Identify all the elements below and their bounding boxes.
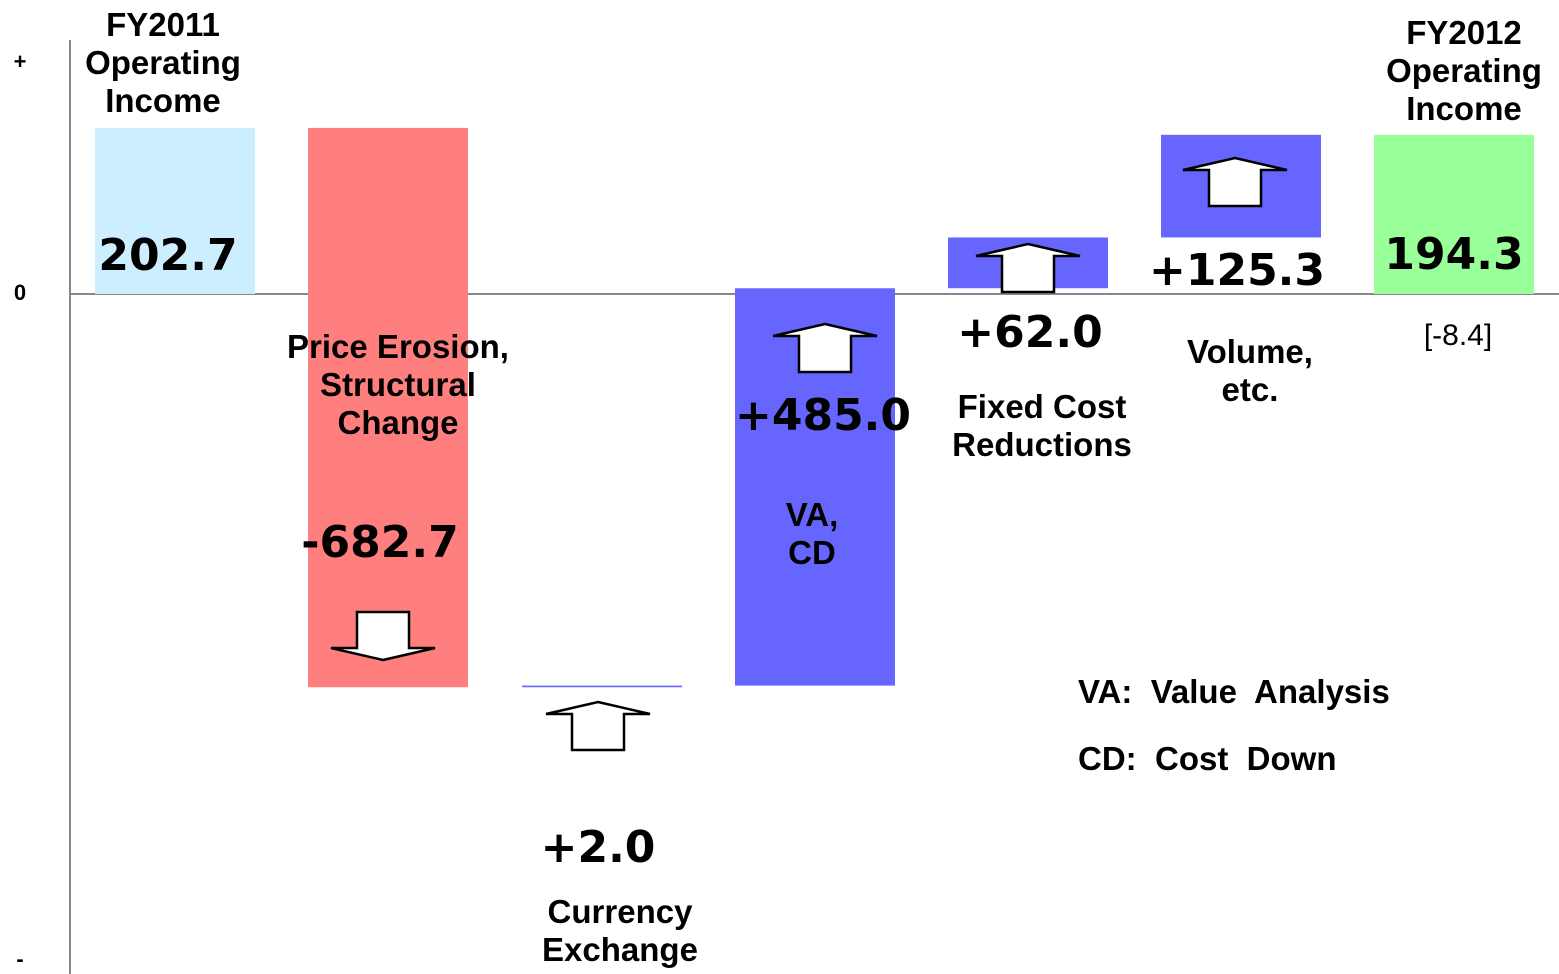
category-label: FY2012 Operating Income: [1386, 14, 1542, 127]
arrow: [1182, 156, 1288, 208]
value-label: +485.0: [735, 390, 911, 441]
category-label: FY2011 Operating Income: [85, 6, 241, 119]
y-tick-label: 0: [14, 280, 26, 305]
value-label: 194.3: [1384, 229, 1523, 280]
y-tick-label: -: [16, 947, 23, 972]
annotation: [-8.4]: [1424, 319, 1492, 352]
bar: [95, 127, 255, 294]
arrow: [975, 242, 1081, 294]
category-label: VA, CD: [785, 496, 839, 571]
y-tick-label: +: [14, 49, 27, 74]
category-label: Currency Exchange: [542, 893, 698, 968]
category-label: Price Erosion, Structural Change: [287, 328, 509, 441]
bar: [1374, 134, 1534, 294]
arrow: [772, 322, 878, 374]
arrow: [545, 700, 651, 752]
bar: [522, 685, 682, 688]
category-label: Volume, etc.: [1187, 333, 1313, 408]
bar: [308, 127, 468, 688]
value-label: +62.0: [957, 307, 1102, 358]
value-label: +2.0: [541, 822, 656, 873]
note: CD: Cost Down: [1078, 740, 1337, 777]
value-label: 202.7: [98, 230, 237, 281]
value-label: +125.3: [1149, 245, 1325, 296]
category-label: Fixed Cost Reductions: [952, 388, 1132, 463]
value-label: -682.7: [301, 517, 458, 568]
note: VA: Value Analysis: [1078, 673, 1390, 710]
arrow: [330, 610, 436, 662]
